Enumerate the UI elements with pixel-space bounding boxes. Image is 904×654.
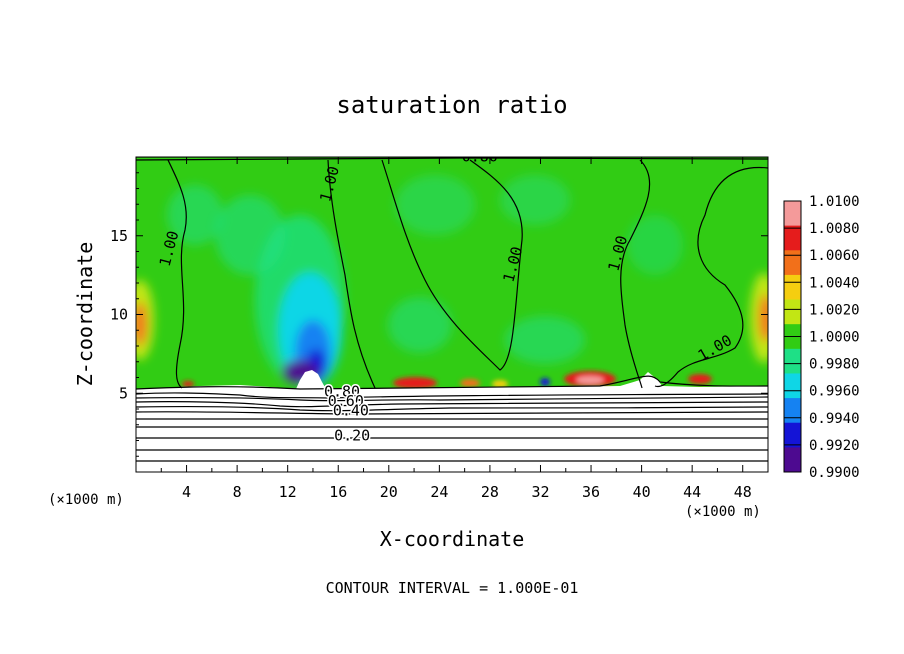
contour-label: 0.80 [324, 382, 360, 400]
contour-label: 0.60 [328, 392, 364, 410]
x-tick-label: 28 [481, 483, 499, 501]
colorbar: 1.0100 1.0080 1.0060 1.0040 1.0020 1.0000 0.99… [783, 194, 860, 481]
field-details [182, 371, 712, 389]
x-tick-label: 44 [683, 483, 701, 501]
contour-label: 0.40 [333, 401, 369, 419]
x-tick-label: 4 [182, 483, 191, 501]
x-unit-left: (×1000 m) [48, 492, 124, 508]
colorbar-label: 0.9900 [809, 465, 860, 481]
colorbar-label: 0.9940 [809, 411, 860, 427]
x-tick-label: 32 [531, 483, 549, 501]
colorbar-swatch [784, 447, 801, 473]
colorbar-swatch [784, 422, 801, 448]
x-tick-label: 24 [430, 483, 448, 501]
colorbar-label: 0.9980 [809, 357, 860, 373]
x-tick-label: 48 [734, 483, 752, 501]
colorbar-label: 1.0060 [809, 248, 860, 264]
x-tick-label: 40 [633, 483, 651, 501]
colorbar-label: 1.0000 [809, 330, 860, 346]
x-tick-label: 36 [582, 483, 600, 501]
y-tick-label: 10 [110, 306, 128, 324]
colorbar-swatch [784, 225, 801, 251]
y-tick-label: 15 [110, 227, 128, 245]
contours [136, 157, 768, 462]
y-axis: 5 10 15 [110, 172, 768, 457]
colorbar-swatch [784, 398, 801, 424]
x-unit-right: (×1000 m) [685, 504, 761, 520]
colorbar-swatch [784, 250, 801, 276]
contour-interval-note: CONTOUR INTERVAL = 1.000E-01 [326, 579, 579, 597]
colorbar-label: 1.0100 [809, 194, 860, 210]
colorbar-swatch [784, 348, 801, 374]
x-tick-label: 16 [329, 483, 347, 501]
x-tick-label: 20 [380, 483, 398, 501]
colorbar-label: 0.9920 [809, 438, 860, 454]
colorbar-label: 1.0040 [809, 275, 860, 291]
mountain-dry-region [296, 370, 326, 389]
x-tick-label: 8 [233, 483, 242, 501]
field-shading [136, 175, 768, 388]
plot-area: 0.801.001.001.00 1.001.000.800.600.400.20 [136, 148, 768, 472]
y-tick-label: 5 [119, 384, 128, 402]
x-axis: 4 8 12 16 20 24 28 32 36 40 44 48 [160, 157, 752, 501]
colorbar-swatch [784, 373, 801, 399]
colorbar-label: 1.0020 [809, 302, 860, 318]
colorbar-swatch [784, 274, 801, 301]
colorbar-label: 0.9960 [809, 384, 860, 400]
x-tick-label: 12 [279, 483, 297, 501]
colorbar-swatch [784, 299, 801, 325]
x-axis-label: X-coordinate [380, 527, 525, 551]
contour-label: 0.20 [334, 427, 370, 445]
colorbar-label: 1.0080 [809, 221, 860, 237]
y-axis-label: Z-coordinate [73, 242, 97, 387]
chart-title: saturation ratio [336, 91, 567, 119]
colorbar-swatch [784, 201, 801, 227]
lower-dry-region [136, 393, 768, 472]
contour-label: 0.80 [462, 148, 498, 166]
